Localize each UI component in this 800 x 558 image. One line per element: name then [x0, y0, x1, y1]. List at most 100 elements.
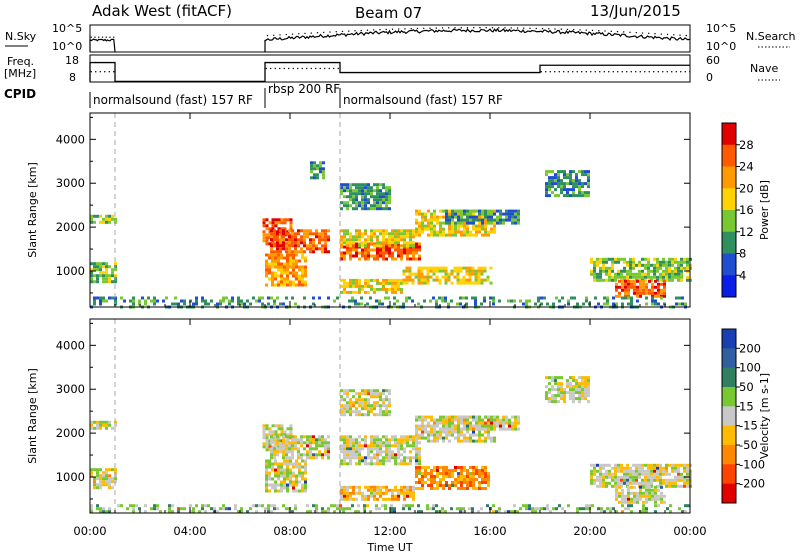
data-cell — [468, 272, 472, 276]
data-cell — [280, 480, 283, 484]
data-cell — [505, 427, 508, 431]
data-cell — [626, 263, 629, 267]
data-cell — [397, 245, 400, 249]
data-cell — [262, 224, 266, 228]
data-cell — [650, 466, 653, 470]
data-cell — [621, 510, 624, 514]
data-cell — [403, 497, 406, 501]
data-cell — [548, 391, 551, 395]
data-cell — [511, 221, 514, 225]
data-cell — [466, 209, 469, 213]
data-cell — [412, 235, 415, 239]
data-cell — [545, 376, 548, 380]
data-cell — [572, 182, 575, 186]
data-cell — [349, 195, 352, 199]
data-cell — [270, 447, 273, 451]
data-cell — [409, 248, 412, 252]
data-cell — [403, 235, 406, 239]
data-cell — [277, 268, 280, 272]
data-cell — [379, 254, 382, 258]
data-cell — [289, 227, 293, 231]
data-cell — [633, 500, 636, 504]
data-cell — [343, 441, 346, 445]
data-cell — [355, 407, 358, 411]
data-cell — [442, 209, 445, 213]
data-cell — [436, 475, 439, 478]
data-cell — [657, 291, 660, 295]
data-cell — [474, 269, 478, 273]
data-cell — [435, 299, 438, 303]
x-tick-label: 20:00 — [573, 524, 606, 538]
data-cell — [301, 474, 304, 478]
data-cell — [283, 430, 287, 434]
data-cell — [618, 291, 621, 295]
data-cell — [639, 294, 642, 298]
data-cell — [358, 281, 361, 285]
data-cell — [593, 481, 596, 485]
data-cell — [283, 227, 287, 231]
data-cell — [303, 296, 306, 300]
data-cell — [599, 269, 602, 273]
data-cell — [457, 424, 460, 428]
data-cell — [427, 221, 430, 225]
data-cell — [611, 257, 614, 261]
data-cell — [474, 275, 478, 279]
data-cell — [405, 299, 408, 303]
data-cell — [584, 388, 587, 392]
data-cell — [315, 247, 318, 251]
data-cell — [680, 272, 683, 276]
data-cell — [436, 421, 439, 425]
data-cell — [321, 235, 324, 239]
data-cell — [297, 453, 300, 457]
data-cell — [615, 494, 618, 498]
data-cell — [484, 212, 487, 216]
data-cell — [237, 302, 240, 306]
data-cell — [444, 269, 448, 273]
data-cell — [656, 478, 659, 482]
data-cell — [316, 164, 319, 168]
data-cell — [647, 472, 650, 476]
data-cell — [463, 481, 466, 484]
data-cell — [608, 266, 611, 270]
freq-tick-bottom: 8 — [69, 71, 76, 84]
data-cell — [435, 269, 439, 273]
data-cell — [674, 484, 677, 488]
data-cell — [478, 421, 481, 425]
data-cell — [346, 392, 349, 396]
data-cell — [487, 478, 490, 481]
data-cell — [90, 262, 93, 266]
data-cell — [204, 302, 207, 306]
data-cell — [406, 232, 409, 236]
data-cell — [463, 230, 466, 234]
data-cell — [645, 302, 648, 306]
data-cell — [258, 504, 261, 508]
data-cell — [262, 436, 266, 440]
data-cell — [340, 290, 343, 294]
x-tick-label: 16:00 — [473, 524, 506, 538]
data-cell — [454, 466, 457, 469]
data-cell — [642, 285, 645, 289]
data-cell — [403, 494, 406, 498]
data-cell — [358, 491, 361, 495]
data-cell — [623, 481, 626, 485]
data-cell — [581, 379, 584, 383]
data-cell — [262, 427, 266, 431]
data-cell — [294, 441, 297, 445]
data-cell — [430, 433, 433, 437]
data-cell — [602, 266, 605, 270]
data-cell — [286, 262, 289, 266]
data-cell — [490, 230, 493, 234]
data-cell — [343, 392, 346, 396]
data-cell — [627, 294, 630, 298]
data-cell — [671, 469, 674, 473]
data-cell — [421, 484, 424, 487]
data-cell — [397, 462, 400, 466]
data-cell — [517, 218, 520, 222]
data-cell — [502, 421, 505, 425]
data-cell — [270, 247, 273, 251]
data-cell — [436, 221, 439, 225]
data-cell — [396, 299, 399, 303]
data-cell — [340, 207, 343, 211]
data-cell — [423, 281, 427, 285]
data-cell — [262, 442, 266, 446]
